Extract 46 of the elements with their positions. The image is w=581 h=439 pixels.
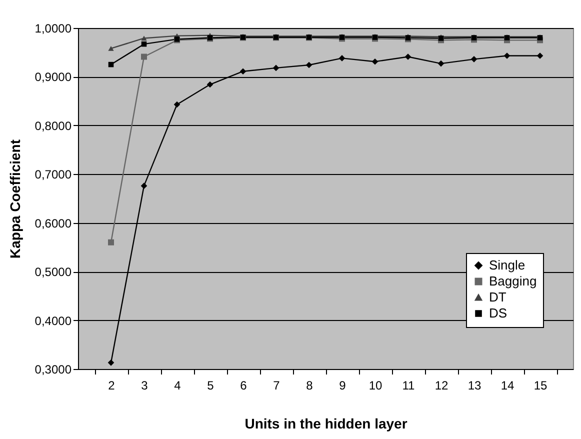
point: [108, 46, 114, 51]
x-tick-label: 14: [500, 378, 514, 392]
y-tick-label: 1,0000: [34, 22, 72, 36]
x-tick-label: 4: [174, 378, 182, 392]
x-tick-label: 7: [273, 378, 280, 392]
x-tick-label: 6: [240, 378, 248, 392]
x-axis-title: Units in the hidden layer: [244, 416, 408, 432]
legend-label: Bagging: [489, 274, 537, 288]
point: [504, 52, 510, 59]
point: [338, 55, 346, 62]
legend-label: DT: [489, 290, 506, 304]
y-tick-label: 0,6000: [34, 216, 72, 230]
x-tick-label: 8: [306, 378, 314, 392]
point: [372, 58, 378, 65]
x-tick-label: 5: [207, 378, 214, 392]
x-tick-label: 13: [468, 378, 482, 392]
point: [206, 81, 214, 88]
point: [141, 54, 147, 60]
point: [404, 54, 412, 60]
point: [536, 52, 544, 59]
y-tick-label: 0,4000: [34, 314, 72, 328]
y-tick-label: 0,9000: [34, 70, 72, 84]
y-tick-label: 0,7000: [34, 168, 72, 182]
point: [174, 101, 180, 108]
point: [240, 68, 246, 75]
point: [470, 56, 478, 62]
legend-label: Single: [489, 258, 526, 272]
point: [438, 60, 444, 67]
point: [306, 62, 312, 68]
point: [140, 182, 148, 189]
y-tick-label: 0,5000: [34, 265, 72, 280]
point: [108, 239, 114, 246]
x-tick-label: 10: [368, 378, 382, 392]
point: [108, 360, 114, 366]
x-tick-label: 3: [141, 378, 148, 392]
x-tick-label: 2: [108, 378, 116, 392]
x-tick-label: 9: [339, 378, 346, 392]
y-tick-label: 0,3000: [34, 362, 72, 376]
x-tick-label: 11: [402, 378, 416, 392]
point: [272, 64, 280, 72]
y-axis-title: Kappa Coefficient: [6, 139, 23, 259]
point: [141, 36, 147, 41]
x-tick-label: 15: [534, 378, 548, 392]
y-tick-label: 0,8000: [34, 118, 72, 133]
legend-label: DS: [489, 306, 508, 320]
x-tick-label: 12: [434, 378, 448, 392]
